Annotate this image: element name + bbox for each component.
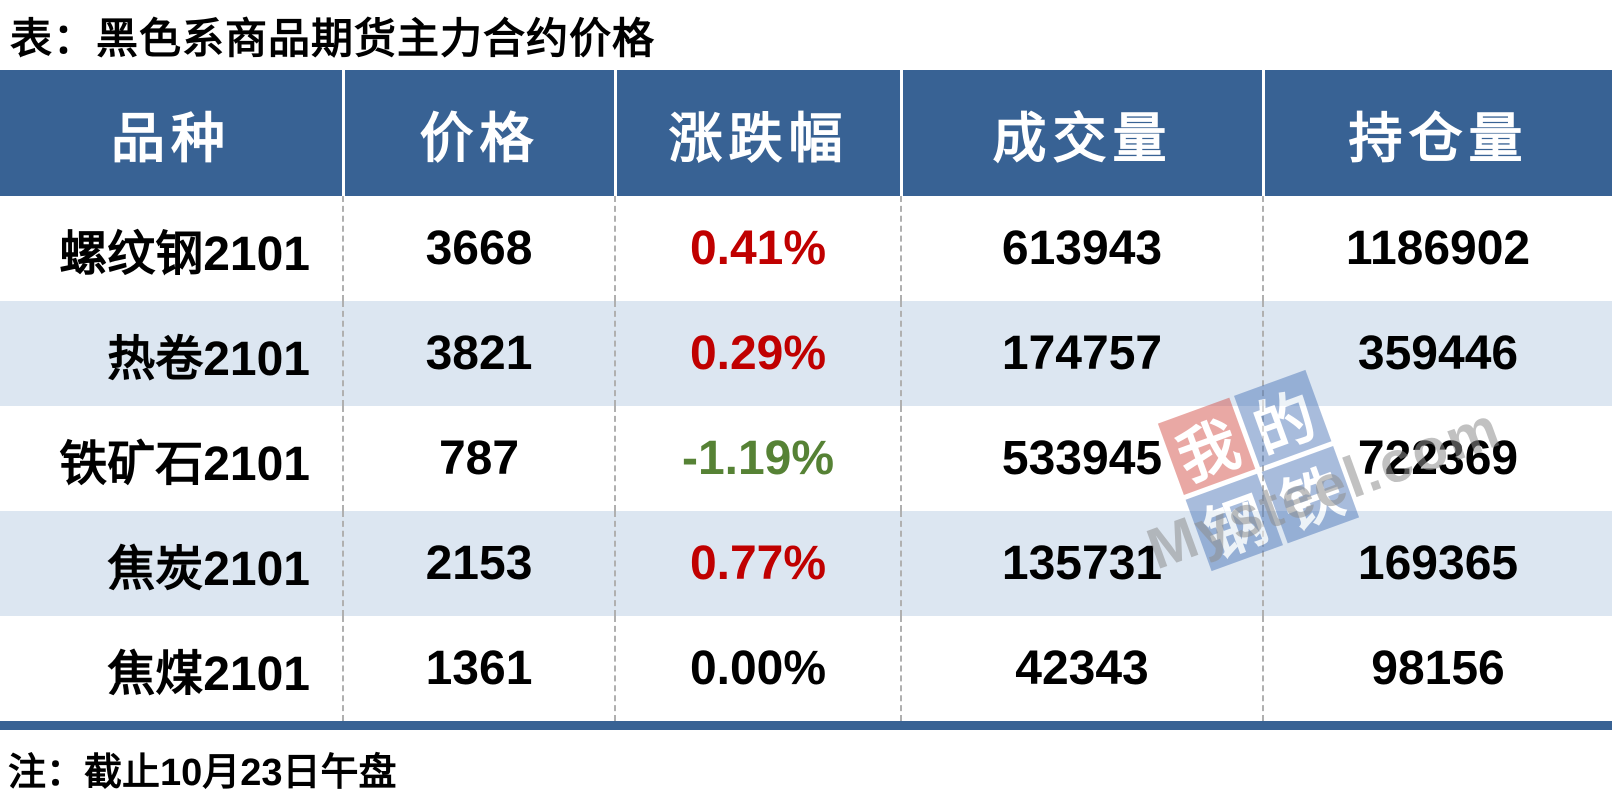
- price-cell: 787: [342, 406, 614, 511]
- table-row: 螺纹钢2101 3668 0.41% 613943 1186902: [0, 196, 1612, 301]
- header-cell-price: 价格: [342, 70, 614, 196]
- table-row: 焦炭2101 2153 0.77% 135731 169365: [0, 511, 1612, 616]
- price-cell: 2153: [342, 511, 614, 616]
- variety-cell: 焦炭2101: [107, 542, 310, 596]
- volume-cell: 42343: [900, 616, 1262, 721]
- volume-cell: 533945: [900, 406, 1262, 511]
- open-interest-cell: 1186902: [1262, 196, 1612, 301]
- volume-cell: 135731: [900, 511, 1262, 616]
- futures-table: 品种 价格 涨跌幅 成交量 持仓量 螺纹钢2101 3668 0.41% 613…: [0, 70, 1612, 721]
- volume-cell: 174757: [900, 301, 1262, 406]
- header-cell-volume: 成交量: [900, 70, 1262, 196]
- open-interest-cell: 722369: [1262, 406, 1612, 511]
- open-interest-cell: 98156: [1262, 616, 1612, 721]
- table-title: 表：黑色系商品期货主力合约价格: [10, 14, 656, 62]
- header-cell-open-interest: 持仓量: [1262, 70, 1612, 196]
- variety-cell: 焦煤2101: [107, 647, 310, 701]
- change-cell: 0.41%: [614, 196, 900, 301]
- change-cell: 0.29%: [614, 301, 900, 406]
- price-cell: 3821: [342, 301, 614, 406]
- open-interest-cell: 169365: [1262, 511, 1612, 616]
- divider-bar: [0, 721, 1612, 730]
- variety-cell: 螺纹钢2101: [59, 227, 310, 281]
- change-cell: 0.77%: [614, 511, 900, 616]
- change-cell: 0.00%: [614, 616, 900, 721]
- header-cell-change: 涨跌幅: [614, 70, 900, 196]
- volume-cell: 613943: [900, 196, 1262, 301]
- variety-cell: 铁矿石2101: [59, 437, 310, 491]
- price-cell: 1361: [342, 616, 614, 721]
- table-row: 热卷2101 3821 0.29% 174757 359446: [0, 301, 1612, 406]
- footnote: 注：截止10月23日午盘: [8, 751, 397, 794]
- table-row: 铁矿石2101 787 -1.19% 533945 722369: [0, 406, 1612, 511]
- header-cell-variety: 品种: [111, 108, 231, 169]
- table-row: 焦煤2101 1361 0.00% 42343 98156: [0, 616, 1612, 721]
- variety-cell: 热卷2101: [107, 332, 310, 386]
- open-interest-cell: 359446: [1262, 301, 1612, 406]
- change-cell: -1.19%: [614, 406, 900, 511]
- table-header-row: 品种 价格 涨跌幅 成交量 持仓量: [0, 70, 1612, 196]
- price-cell: 3668: [342, 196, 614, 301]
